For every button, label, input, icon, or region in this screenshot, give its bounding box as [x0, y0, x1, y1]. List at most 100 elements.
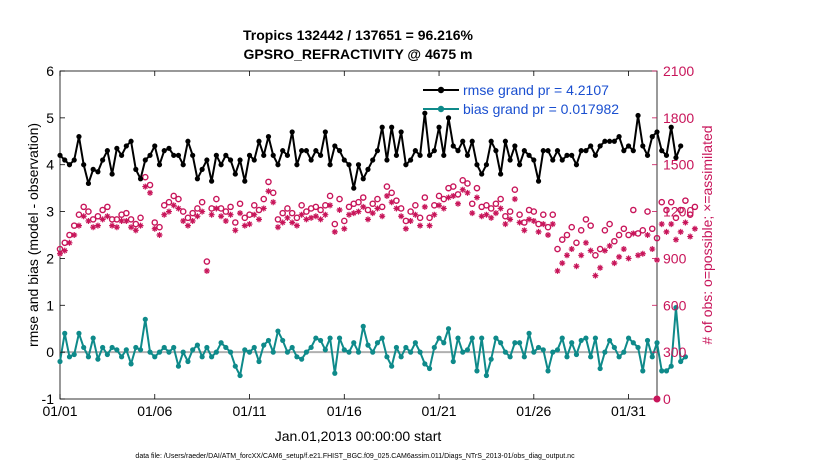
rmse-point — [137, 176, 144, 182]
rmse-point — [270, 152, 276, 158]
rmse-point — [668, 124, 674, 130]
obs-assimilated-marker — [61, 247, 68, 254]
obs-assimilated-marker — [227, 211, 234, 218]
rmse-point — [332, 143, 338, 149]
obs-assimilated-marker — [151, 225, 158, 232]
x-tick-label: 01/16 — [327, 403, 362, 419]
bias-point — [171, 344, 177, 351]
obs-assimilated-marker — [691, 225, 698, 232]
obs-assimilated-marker — [663, 228, 670, 235]
obs-axis-zero-marker — [653, 395, 661, 403]
rmse-point — [204, 157, 210, 163]
bias-point — [450, 358, 456, 365]
rmse-point — [66, 162, 73, 168]
y-right-tick-label: 600 — [663, 297, 687, 313]
bias-point — [204, 344, 210, 351]
x-tick-label: 01/31 — [611, 403, 646, 419]
obs-assimilated-marker — [85, 217, 92, 224]
bias-point — [365, 342, 371, 348]
bias-point — [246, 349, 253, 355]
rmse-point — [336, 148, 343, 154]
obs-possible-marker — [303, 208, 310, 215]
rmse-point — [213, 152, 219, 158]
bias-point — [654, 340, 660, 346]
bias-point — [526, 330, 532, 336]
obs-assimilated-marker — [459, 186, 466, 193]
rmse-point — [445, 115, 452, 121]
obs-possible-marker — [449, 183, 457, 190]
rmse-point — [540, 148, 546, 154]
bias-point — [137, 347, 144, 353]
x-tick-label: 01/11 — [233, 403, 267, 419]
rmse-series — [57, 110, 684, 191]
obs-count-markers — [56, 173, 699, 279]
bias-point — [464, 347, 471, 353]
obs-possible-marker — [502, 212, 509, 220]
rmse-point — [294, 162, 300, 168]
rmse-point — [152, 143, 158, 149]
bias-point — [550, 349, 556, 355]
obs-possible-marker — [213, 195, 220, 203]
rmse-point — [374, 148, 381, 154]
bias-point — [535, 344, 542, 351]
obs-assimilated-marker — [317, 216, 324, 223]
bias-point — [531, 349, 537, 355]
bias-point — [640, 368, 646, 374]
rmse-point — [379, 124, 385, 130]
obs-assimilated-marker — [488, 214, 495, 221]
rmse-point — [175, 152, 182, 158]
obs-assimilated-marker — [473, 194, 480, 201]
bias-point — [100, 344, 106, 351]
obs-possible-marker — [487, 205, 495, 212]
obs-assimilated-marker — [606, 242, 613, 249]
bias-point — [360, 323, 366, 329]
obs-assimilated-marker — [469, 210, 476, 217]
rmse-point — [507, 157, 513, 163]
bias-point — [502, 349, 508, 355]
rmse-point — [289, 129, 295, 135]
y-right-axis-ticks: 0 300 600 900 1200 1500 1800 2100 — [652, 63, 694, 407]
obs-possible-marker — [104, 203, 111, 211]
obs-possible-marker — [160, 202, 168, 209]
obs-assimilated-marker — [445, 194, 452, 201]
obs-possible-marker — [198, 198, 206, 206]
rmse-point — [341, 157, 347, 163]
obs-assimilated-marker — [256, 216, 262, 223]
obs-assimilated-marker — [99, 216, 106, 223]
bias-point — [232, 363, 238, 369]
obs-assimilated-marker — [156, 232, 163, 238]
rmse-point — [128, 138, 134, 144]
bias-point — [256, 358, 262, 365]
obs-assimilated-marker — [592, 272, 599, 279]
rmse-point — [351, 185, 357, 191]
bias-point — [71, 351, 77, 358]
rmse-point — [76, 134, 82, 140]
bias-point — [242, 347, 248, 353]
bias-point — [374, 340, 381, 346]
obs-assimilated-marker — [393, 205, 400, 212]
bias-point — [417, 349, 423, 355]
y-right-tick-label: 1200 — [663, 204, 694, 220]
obs-possible-marker — [648, 225, 656, 233]
obs-possible-marker — [141, 173, 149, 181]
obs-possible-marker — [554, 245, 561, 253]
obs-possible-marker — [506, 208, 514, 215]
obs-possible-marker — [473, 184, 481, 192]
bias-point — [180, 349, 186, 355]
bias-point — [270, 349, 276, 355]
rmse-point — [190, 152, 196, 158]
bias-point — [659, 368, 665, 374]
rmse-point — [621, 148, 627, 154]
obs-assimilated-marker — [526, 216, 533, 223]
bias-point — [426, 365, 433, 372]
chart-title-line1: Tropics 132442 / 137651 = 96.216% — [243, 27, 474, 43]
rmse-point — [100, 157, 106, 163]
obs-assimilated-marker — [241, 222, 248, 229]
rmse-point — [180, 162, 186, 168]
rmse-point — [303, 148, 309, 154]
obs-possible-marker — [288, 209, 296, 217]
rmse-point — [488, 138, 494, 144]
rmse-point — [71, 157, 77, 163]
rmse-point — [209, 178, 215, 184]
rmse-point — [355, 162, 362, 168]
